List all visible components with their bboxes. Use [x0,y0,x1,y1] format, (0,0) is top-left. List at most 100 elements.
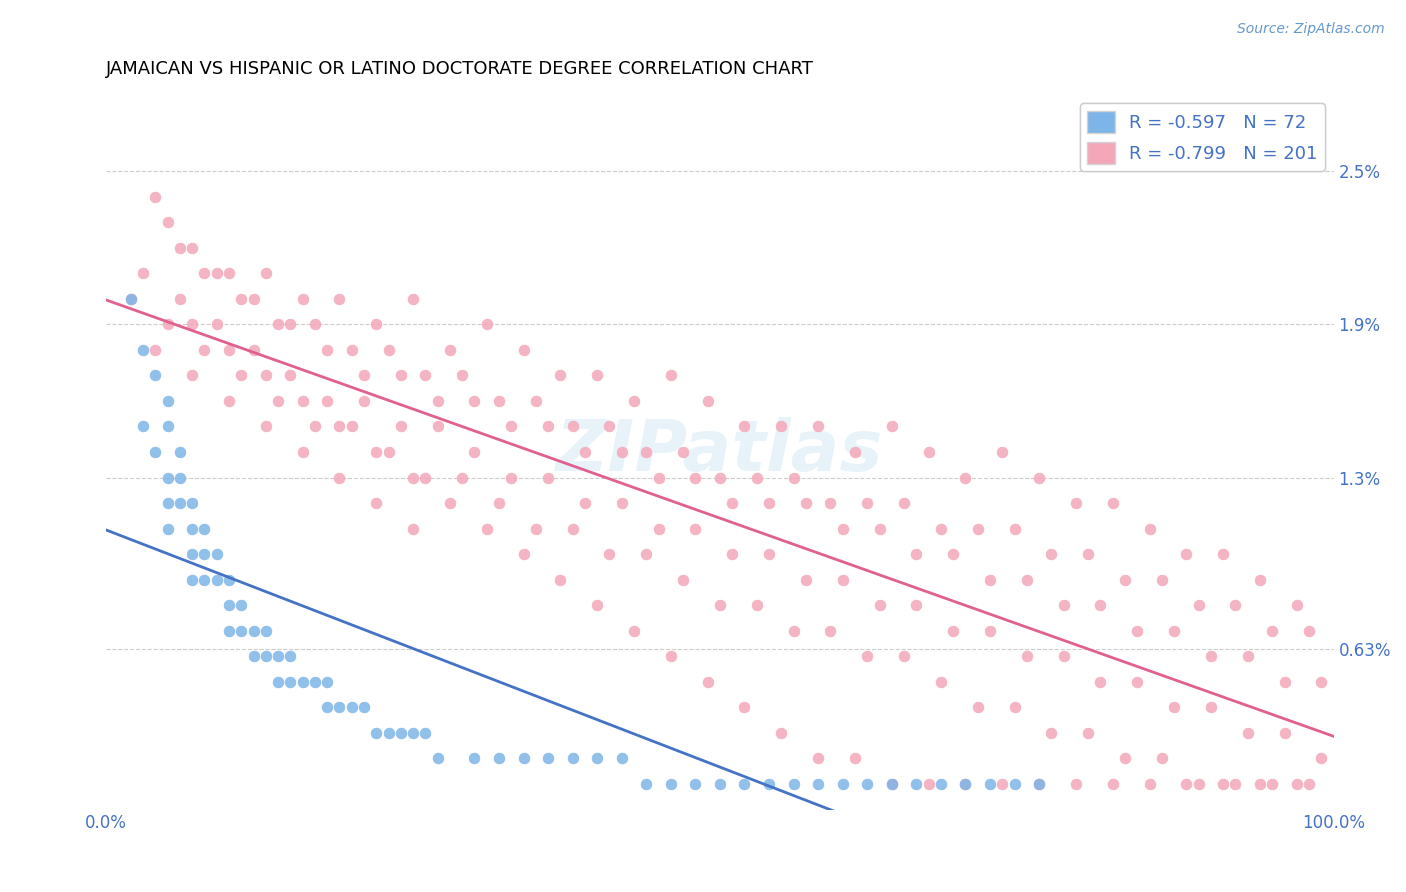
Point [389,368,412,383]
Point [1090,674,1112,689]
Point [402,726,425,740]
Point [1139,777,1161,791]
Point [512,751,534,765]
Point [402,470,425,484]
Point [586,599,609,613]
Point [291,292,314,306]
Point [254,266,277,280]
Point [304,674,326,689]
Point [340,419,363,434]
Point [636,547,658,561]
Point [181,522,204,536]
Point [242,649,264,664]
Point [1236,726,1258,740]
Point [758,547,780,561]
Point [1077,726,1099,740]
Point [917,777,939,791]
Point [1077,547,1099,561]
Point [966,522,988,536]
Point [709,777,731,791]
Point [610,496,633,510]
Point [696,393,718,408]
Point [831,777,853,791]
Point [1225,599,1247,613]
Point [550,368,572,383]
Point [156,318,179,332]
Point [1236,649,1258,664]
Point [242,292,264,306]
Point [291,445,314,459]
Point [1274,674,1296,689]
Point [734,419,756,434]
Point [1101,777,1123,791]
Point [156,215,179,229]
Point [1064,496,1087,510]
Point [231,368,253,383]
Point [193,547,215,561]
Point [820,496,842,510]
Point [218,343,240,357]
Point [561,419,583,434]
Point [1261,624,1284,638]
Point [979,624,1001,638]
Point [328,292,350,306]
Point [856,649,879,664]
Point [537,470,560,484]
Point [1175,547,1198,561]
Point [143,343,166,357]
Point [1090,599,1112,613]
Point [451,368,474,383]
Point [537,419,560,434]
Point [1310,674,1333,689]
Point [1212,547,1234,561]
Point [1249,573,1271,587]
Point [512,343,534,357]
Point [1212,777,1234,791]
Point [745,470,768,484]
Point [280,649,302,664]
Point [856,496,879,510]
Point [181,241,204,255]
Point [905,777,928,791]
Point [586,368,609,383]
Point [929,522,952,536]
Point [218,624,240,638]
Point [463,445,485,459]
Point [844,751,866,765]
Point [1310,751,1333,765]
Point [366,318,388,332]
Point [955,777,977,791]
Point [1225,777,1247,791]
Point [659,649,682,664]
Point [672,445,695,459]
Point [463,393,485,408]
Point [316,700,339,714]
Point [734,777,756,791]
Point [893,649,915,664]
Point [366,496,388,510]
Point [598,547,620,561]
Point [231,599,253,613]
Point [991,777,1014,791]
Point [451,470,474,484]
Point [1199,649,1222,664]
Point [488,751,510,765]
Point [966,700,988,714]
Point [205,318,228,332]
Point [1150,573,1173,587]
Point [1126,674,1149,689]
Point [598,419,620,434]
Point [242,624,264,638]
Point [366,445,388,459]
Point [169,496,191,510]
Point [1274,726,1296,740]
Point [979,573,1001,587]
Point [636,777,658,791]
Point [280,368,302,383]
Point [501,419,523,434]
Point [231,624,253,638]
Point [156,419,179,434]
Point [734,700,756,714]
Point [377,445,399,459]
Point [979,777,1001,791]
